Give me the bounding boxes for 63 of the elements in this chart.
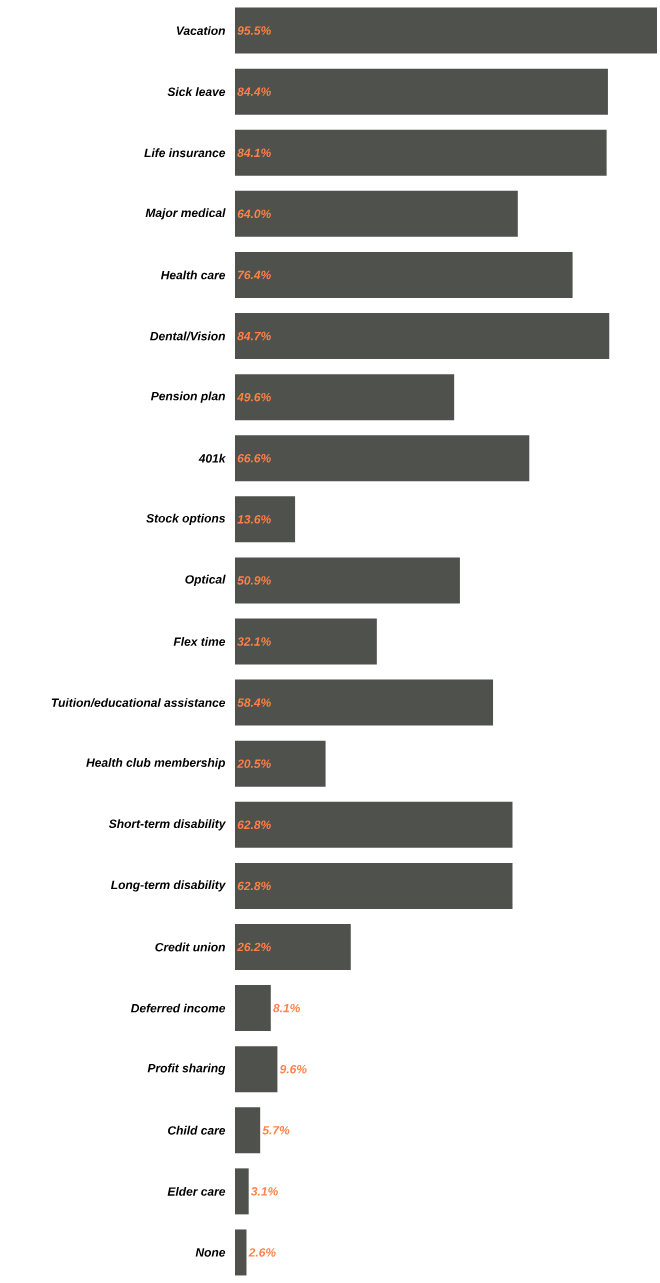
data-label: 2.6% bbox=[248, 1248, 276, 1257]
data-label: 26.2% bbox=[237, 942, 271, 952]
bar bbox=[234, 862, 513, 909]
data-label: 3.1% bbox=[250, 1187, 278, 1196]
data-label: 76.4% bbox=[238, 270, 271, 280]
data-label: 9.6% bbox=[279, 1064, 307, 1074]
data-label: 5.7% bbox=[262, 1126, 290, 1135]
data-label: 58.4% bbox=[237, 698, 271, 707]
data-label: 84.4% bbox=[237, 87, 271, 96]
bar bbox=[234, 374, 455, 421]
y-tick-label: Stock options bbox=[146, 513, 226, 525]
bar bbox=[234, 679, 494, 726]
y-tick-label: Deferred income bbox=[130, 1003, 226, 1013]
bar bbox=[234, 985, 271, 1032]
bar bbox=[234, 496, 296, 543]
data-label: 62.8% bbox=[237, 820, 271, 830]
y-tick-label: Life insurance bbox=[144, 148, 226, 158]
bar bbox=[234, 7, 657, 54]
data-label: 84.7% bbox=[237, 331, 271, 341]
y-tick-label: Dental/Vision bbox=[150, 331, 225, 341]
y-tick-label: Major medical bbox=[145, 208, 226, 220]
bar bbox=[234, 801, 513, 848]
bar bbox=[234, 1229, 247, 1276]
data-label: 8.1% bbox=[273, 1003, 300, 1013]
bar bbox=[234, 557, 460, 604]
bar bbox=[234, 1168, 249, 1215]
y-tick-label: Pension plan bbox=[150, 391, 225, 403]
y-tick-label: Health care bbox=[160, 270, 226, 280]
bar bbox=[234, 190, 518, 237]
bar bbox=[234, 1107, 261, 1154]
data-label: 84.1% bbox=[237, 148, 271, 157]
data-label: 20.5% bbox=[237, 759, 271, 768]
y-tick-label: Child care bbox=[168, 1125, 226, 1135]
y-tick-label: Optical bbox=[185, 574, 226, 587]
data-label: 66.6% bbox=[237, 453, 271, 463]
data-label: 49.6% bbox=[236, 392, 271, 402]
bar bbox=[234, 1046, 278, 1093]
bar bbox=[234, 129, 607, 176]
y-tick-label: Flex time bbox=[173, 637, 226, 646]
bar bbox=[234, 740, 326, 787]
y-tick-label: 401k bbox=[198, 453, 226, 463]
y-tick-label: None bbox=[195, 1248, 226, 1257]
y-tick-label: Sick leave bbox=[167, 87, 226, 97]
y-tick-label: Vacation bbox=[176, 26, 225, 35]
data-label: 13.6% bbox=[237, 515, 271, 524]
data-label: 32.1% bbox=[237, 637, 271, 646]
y-tick-label: Elder care bbox=[167, 1186, 226, 1196]
bar bbox=[234, 313, 610, 360]
bar bbox=[234, 251, 573, 298]
data-label: 62.8% bbox=[237, 881, 271, 891]
y-tick-label: Short-term disability bbox=[108, 819, 226, 831]
data-label: 50.9% bbox=[237, 576, 271, 585]
y-tick-label: Health club membership bbox=[86, 758, 226, 770]
bar bbox=[234, 618, 377, 665]
y-tick-label: Credit union bbox=[155, 942, 225, 952]
y-tick-label: Tuition/educational assistance bbox=[51, 698, 226, 708]
y-tick-label: Profit sharing bbox=[147, 1063, 226, 1075]
data-label: 64.0% bbox=[237, 209, 271, 219]
data-label: 95.5% bbox=[237, 26, 271, 35]
bar bbox=[234, 435, 530, 482]
y-tick-label: Long-term disability bbox=[110, 880, 226, 892]
bar bbox=[234, 68, 608, 115]
bar bbox=[234, 923, 351, 970]
